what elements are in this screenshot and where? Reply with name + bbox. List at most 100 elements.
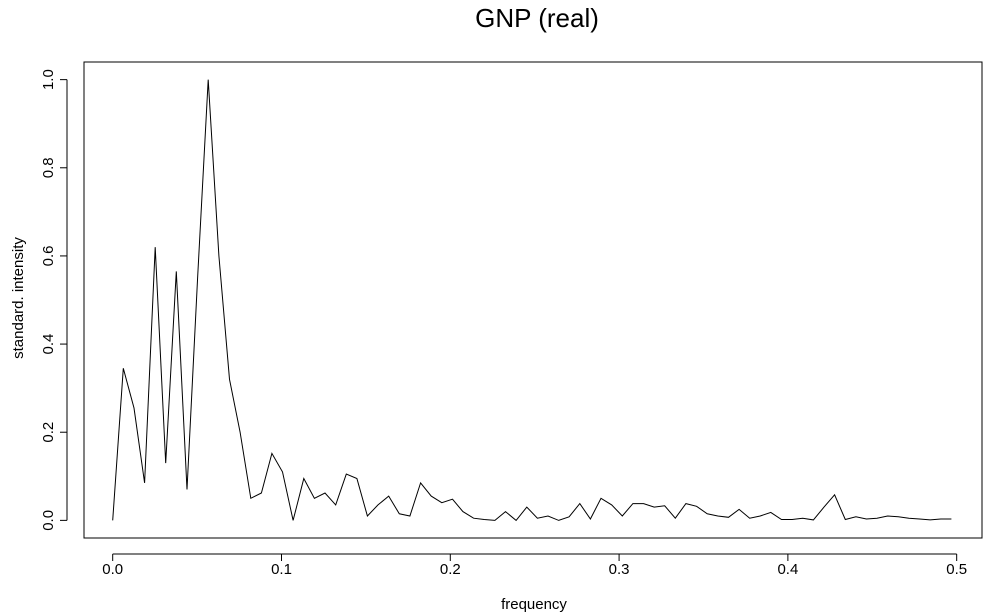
data-point — [823, 507, 824, 508]
data-point — [303, 478, 304, 479]
data-point — [112, 520, 113, 521]
y-tick-label: 1.0 — [40, 69, 57, 90]
data-point — [155, 247, 156, 248]
data-point — [590, 518, 591, 519]
data-point — [494, 520, 495, 521]
plot-frame — [83, 61, 983, 539]
data-point — [133, 407, 134, 408]
series-line — [112, 79, 952, 522]
data-point — [473, 518, 474, 519]
x-tick-label: 0.2 — [440, 561, 461, 578]
x-tick-label: 0.3 — [609, 561, 630, 578]
data-point — [887, 515, 888, 516]
data-point — [600, 498, 601, 499]
y-tick-label: 0.0 — [40, 510, 57, 531]
data-point — [399, 513, 400, 514]
data-point — [898, 516, 899, 517]
data-point — [547, 515, 548, 516]
data-point — [622, 515, 623, 516]
data-point — [165, 463, 166, 464]
data-point — [760, 515, 761, 516]
y-axis: 0.0 0.2 0.4 0.6 0.8 1.0 — [40, 69, 68, 531]
data-point — [388, 496, 389, 497]
chart-title: GNP (real) — [475, 3, 599, 33]
data-point — [409, 515, 410, 516]
data-point — [282, 471, 283, 472]
data-point — [526, 507, 527, 508]
data-point — [579, 503, 580, 504]
data-point — [855, 516, 856, 517]
data-point — [876, 518, 877, 519]
data-point — [919, 518, 920, 519]
data-point — [123, 368, 124, 369]
data-point — [654, 507, 655, 508]
x-tick-label: 0.5 — [946, 561, 967, 578]
y-tick-label: 0.8 — [40, 157, 57, 178]
data-point — [845, 519, 846, 520]
data-points — [112, 79, 952, 521]
data-point — [802, 518, 803, 519]
data-point — [250, 498, 251, 499]
data-point — [144, 482, 145, 483]
y-tick-label: 0.6 — [40, 245, 57, 266]
x-tick-label: 0.1 — [271, 561, 292, 578]
data-point — [314, 498, 315, 499]
data-point — [324, 492, 325, 493]
data-point — [452, 499, 453, 500]
data-point — [484, 519, 485, 520]
data-point — [707, 513, 708, 514]
data-point — [346, 474, 347, 475]
data-point — [335, 504, 336, 505]
data-point — [770, 512, 771, 513]
y-axis-label: standard. intensity — [10, 237, 27, 359]
data-point — [176, 271, 177, 272]
data-point — [271, 453, 272, 454]
data-point — [377, 504, 378, 505]
data-point — [229, 379, 230, 380]
data-point — [930, 519, 931, 520]
data-point — [186, 489, 187, 490]
data-point — [537, 518, 538, 519]
data-point — [749, 518, 750, 519]
data-point — [866, 518, 867, 519]
data-point — [261, 492, 262, 493]
data-point — [951, 518, 952, 519]
data-point — [516, 520, 517, 521]
data-point — [462, 511, 463, 512]
x-tick-label: 0.0 — [102, 561, 123, 578]
data-point — [834, 494, 835, 495]
x-tick-label: 0.4 — [777, 561, 798, 578]
data-point — [781, 519, 782, 520]
x-axis-label: frequency — [501, 596, 567, 613]
data-point — [940, 518, 941, 519]
data-point — [569, 516, 570, 517]
data-point — [792, 519, 793, 520]
data-point — [728, 517, 729, 518]
x-axis: 0.0 0.1 0.2 0.3 0.4 0.5 — [102, 553, 967, 578]
data-point — [675, 518, 676, 519]
data-point — [197, 277, 198, 278]
data-point — [664, 505, 665, 506]
y-tick-label: 0.4 — [40, 334, 57, 355]
data-point — [441, 502, 442, 503]
data-point — [611, 504, 612, 505]
data-point — [293, 520, 294, 521]
data-point — [367, 515, 368, 516]
data-point — [240, 432, 241, 433]
data-point — [505, 511, 506, 512]
data-point — [632, 503, 633, 504]
data-point — [356, 478, 357, 479]
data-point — [813, 519, 814, 520]
data-point — [431, 496, 432, 497]
data-point — [717, 515, 718, 516]
data-point — [908, 518, 909, 519]
data-point — [739, 509, 740, 510]
y-tick-label: 0.2 — [40, 422, 57, 443]
data-point — [685, 503, 686, 504]
data-point — [218, 255, 219, 256]
data-point — [208, 79, 209, 80]
data-point — [420, 482, 421, 483]
data-point — [558, 520, 559, 521]
data-point — [643, 503, 644, 504]
